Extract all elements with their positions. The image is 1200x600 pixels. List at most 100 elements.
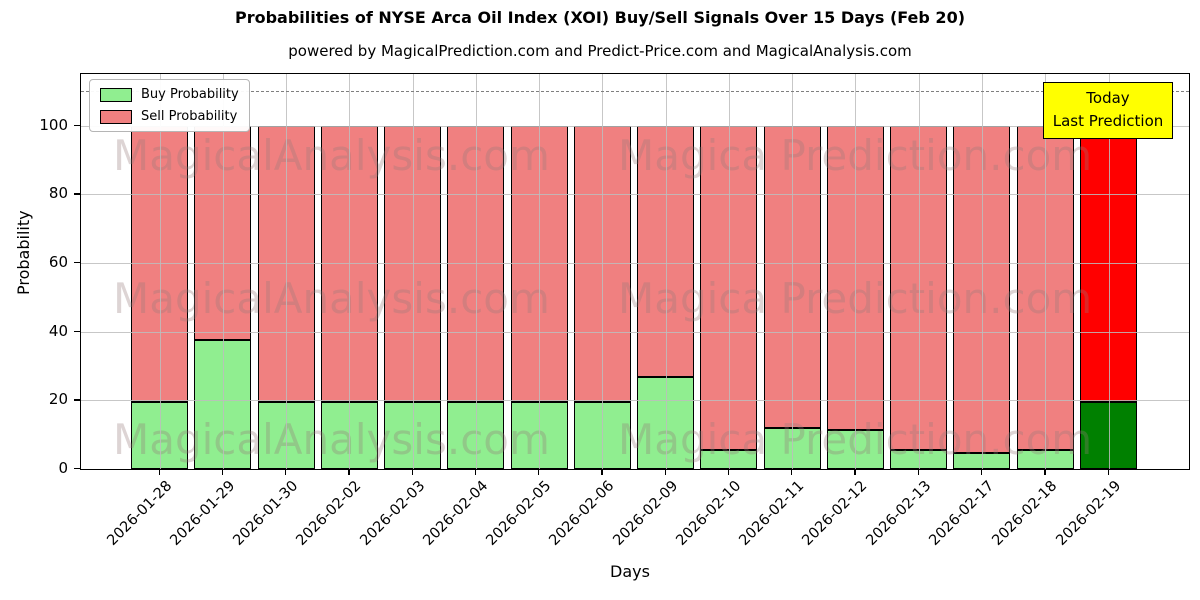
sell-segment [1016,125,1074,451]
x-tick-mark [664,469,666,475]
x-tick-mark [221,469,224,475]
y-tick-mark [74,399,80,401]
buy-segment [700,450,758,469]
bar-2026-02-03 [384,125,442,469]
buy-segment [131,402,188,469]
x-tick-mark [158,469,160,475]
legend-label-buy: Buy Probability [141,87,239,102]
today-annotation-line2: Last Prediction [1052,112,1164,131]
bar-2026-02-02 [320,125,378,469]
buy-segment [637,377,695,469]
sell-segment [194,125,252,341]
sell-segment [257,125,315,403]
x-tick-label-2026-02-06: 2026-02-06 [546,478,618,549]
x-tick-label-2026-01-29: 2026-01-29 [167,478,239,549]
bar-2026-02-05 [510,125,568,469]
legend: Buy Probability Sell Probability [89,79,250,132]
x-tick-mark [1107,469,1109,475]
buy-segment [573,402,631,469]
x-tick-label-2026-02-05: 2026-02-05 [483,478,555,549]
x-tick-label-2026-02-03: 2026-02-03 [356,478,428,549]
x-tick-label-2026-02-10: 2026-02-10 [673,478,745,549]
x-tick-label-2026-02-18: 2026-02-18 [989,478,1061,549]
sell-segment [320,125,378,403]
x-tick-mark [285,469,287,475]
y-tick-mark [74,193,80,195]
bar-2026-02-06 [573,125,631,469]
sell-segment [510,125,568,403]
bar-2026-02-09 [637,125,695,469]
bar-2026-02-18 [1016,125,1074,469]
y-tick-label-80: 80 [48,184,68,203]
sell-segment [1080,125,1137,403]
plot-area: Buy Probability Sell Probability Today L… [80,73,1190,470]
sell-segment [447,125,505,403]
legend-item-buy: Buy Probability [100,87,239,102]
buy-segment [826,429,884,469]
sell-segment [826,125,884,430]
buy-segment [890,450,948,469]
x-tick-mark [601,469,603,475]
bar-2026-01-28 [131,125,188,469]
bar-2026-02-12 [826,125,884,469]
x-tick-label-2026-02-04: 2026-02-04 [420,478,492,549]
bar-2026-01-30 [257,125,315,469]
y-tick-label-40: 40 [48,321,68,340]
x-tick-label-2026-02-13: 2026-02-13 [863,478,935,549]
bar-2026-02-19 [1080,125,1137,469]
bar-2026-01-29 [194,125,252,469]
x-tick-mark [538,469,540,475]
sell-segment [384,125,442,403]
chart-title: Probabilities of NYSE Arca Oil Index (XO… [234,8,966,27]
y-tick-mark [74,468,80,470]
sell-segment [953,125,1011,454]
y-tick-mark [74,261,80,264]
buy-segment [384,402,442,469]
x-tick-label-2026-01-30: 2026-01-30 [230,478,302,549]
buy-segment [257,402,315,469]
buy-segment [1016,450,1074,469]
x-axis-label: Days [610,562,650,581]
y-tick-mark [74,330,80,332]
x-tick-label-2026-02-11: 2026-02-11 [736,478,808,549]
x-tick-label-2026-02-09: 2026-02-09 [610,478,681,549]
x-tick-label-2026-02-17: 2026-02-17 [926,478,998,549]
bar-2026-02-13 [890,125,948,469]
buy-segment [1080,402,1137,469]
x-tick-label-2026-02-19: 2026-02-19 [1052,478,1124,549]
legend-label-sell: Sell Probability [141,109,238,124]
sell-segment [131,125,188,403]
bar-2026-02-04 [447,125,505,469]
y-tick-label-0: 0 [58,459,68,477]
buy-segment [763,427,821,469]
sell-segment [573,125,631,403]
x-tick-mark [917,469,919,475]
sell-segment [763,125,821,428]
bar-2026-02-17 [953,125,1011,469]
buy-segment [447,402,505,469]
buy-segment [320,402,378,469]
sell-segment [890,125,948,451]
sell-segment [700,125,758,451]
x-tick-mark [474,469,477,475]
x-tick-label-2026-01-28: 2026-01-28 [103,478,175,549]
y-tick-mark [74,124,80,126]
sell-swatch-icon [100,109,132,124]
buy-segment [194,340,252,469]
x-tick-mark [791,469,793,475]
y-tick-label-60: 60 [48,252,68,271]
x-tick-mark [1044,469,1046,475]
x-tick-mark [727,469,730,475]
y-tick-label-100: 100 [39,115,68,134]
x-tick-label-2026-02-02: 2026-02-02 [293,478,365,549]
bar-2026-02-10 [700,125,758,469]
x-tick-mark [411,469,413,475]
buy-segment [953,453,1011,469]
buy-swatch-icon [100,87,132,102]
bar-2026-02-11 [763,125,821,469]
chart-subtitle: powered by MagicalPrediction.com and Pre… [288,42,912,60]
sell-segment [637,125,695,378]
today-annotation: Today Last Prediction [1043,82,1173,139]
x-tick-label-2026-02-12: 2026-02-12 [799,478,871,549]
